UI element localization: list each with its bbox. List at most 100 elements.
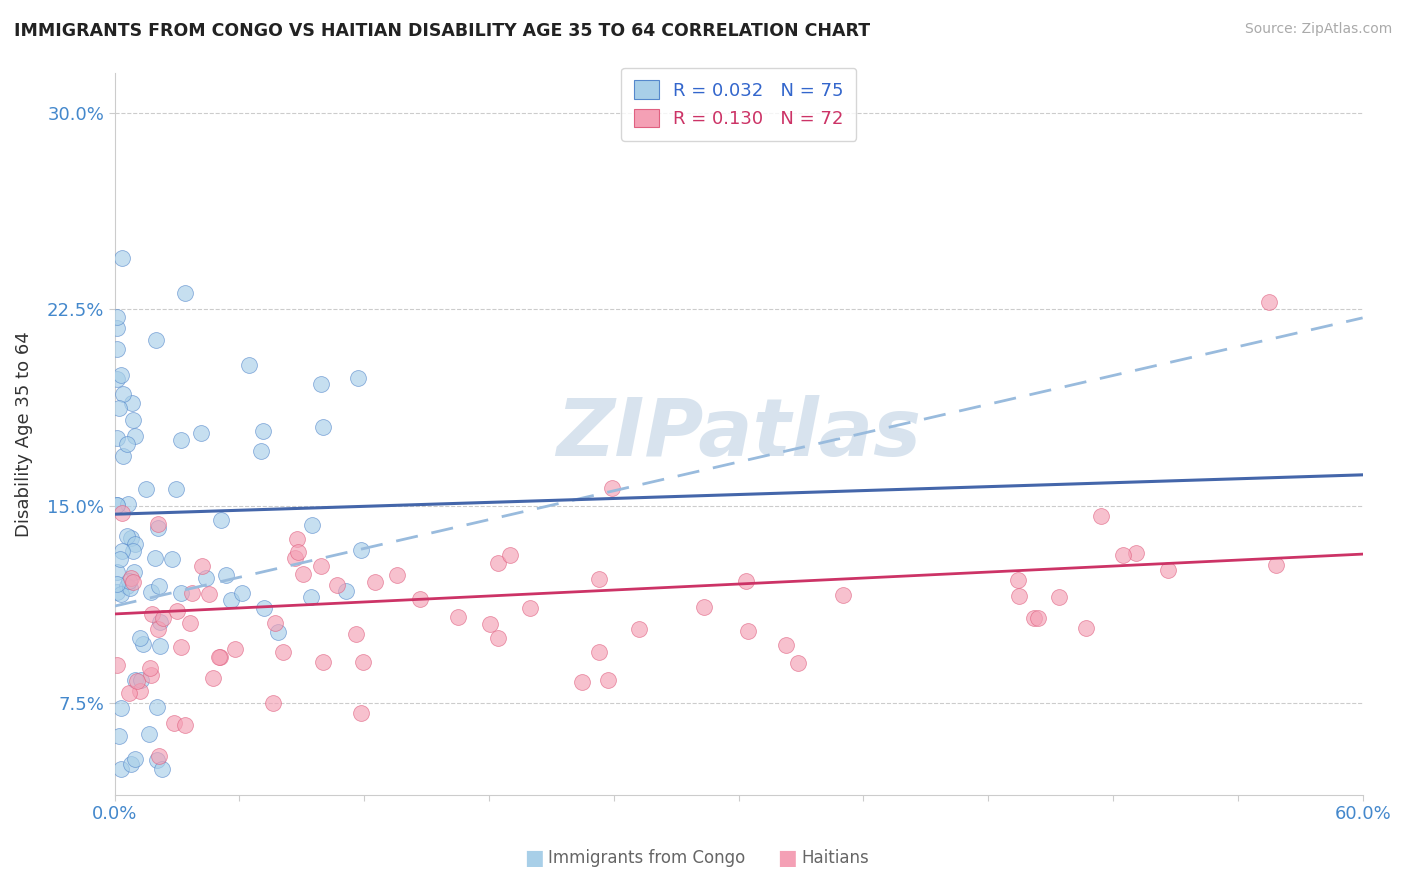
Point bbox=[735, 574, 758, 588]
Point bbox=[190, 425, 212, 440]
Text: Source: ZipAtlas.com: Source: ZipAtlas.com bbox=[1244, 22, 1392, 37]
Point bbox=[202, 671, 225, 685]
Point bbox=[120, 582, 142, 596]
Point bbox=[291, 566, 314, 581]
Point bbox=[627, 623, 650, 637]
Point bbox=[143, 551, 166, 566]
Point bbox=[264, 616, 287, 631]
Point bbox=[363, 575, 385, 590]
Point bbox=[335, 584, 357, 599]
Point bbox=[197, 587, 219, 601]
Point bbox=[149, 639, 172, 653]
Point bbox=[105, 343, 128, 357]
Point bbox=[519, 600, 541, 615]
Point bbox=[173, 717, 195, 731]
Point bbox=[121, 396, 143, 410]
Point bbox=[141, 585, 163, 599]
Point bbox=[105, 431, 128, 445]
Point bbox=[387, 568, 409, 582]
Point bbox=[105, 585, 128, 599]
Point bbox=[122, 565, 145, 579]
Point bbox=[1074, 621, 1097, 635]
Point bbox=[693, 600, 716, 615]
Point bbox=[115, 579, 138, 593]
Point bbox=[224, 641, 246, 656]
Point bbox=[262, 696, 284, 710]
Point bbox=[786, 657, 808, 671]
Point bbox=[179, 615, 201, 630]
Point bbox=[312, 655, 335, 669]
Point bbox=[165, 482, 187, 496]
Point bbox=[111, 506, 134, 520]
Point bbox=[105, 499, 128, 513]
Point bbox=[194, 571, 217, 585]
Point bbox=[122, 544, 145, 558]
Point bbox=[1026, 611, 1049, 625]
Point bbox=[124, 673, 146, 687]
Point bbox=[115, 529, 138, 543]
Point bbox=[148, 520, 170, 534]
Point bbox=[120, 756, 142, 771]
Point bbox=[150, 762, 173, 776]
Point bbox=[1258, 294, 1281, 309]
Point bbox=[120, 532, 142, 546]
Point bbox=[105, 577, 128, 591]
Point bbox=[124, 752, 146, 766]
Point bbox=[1112, 548, 1135, 562]
Point bbox=[209, 513, 232, 527]
Point bbox=[166, 604, 188, 618]
Point bbox=[219, 593, 242, 607]
Point bbox=[129, 673, 152, 687]
Point bbox=[149, 615, 172, 630]
Point bbox=[301, 517, 323, 532]
Point bbox=[112, 449, 135, 463]
Point bbox=[737, 624, 759, 639]
Point bbox=[350, 543, 373, 558]
Point bbox=[486, 631, 509, 645]
Point bbox=[173, 286, 195, 301]
Point bbox=[347, 371, 370, 385]
Point bbox=[170, 586, 193, 600]
Point bbox=[152, 611, 174, 625]
Point bbox=[105, 498, 128, 512]
Point bbox=[344, 627, 367, 641]
Point bbox=[110, 368, 132, 382]
Point bbox=[117, 497, 139, 511]
Point bbox=[105, 321, 128, 335]
Point bbox=[124, 537, 146, 551]
Point bbox=[311, 376, 333, 391]
Point bbox=[600, 481, 623, 495]
Point bbox=[105, 658, 128, 673]
Point bbox=[115, 437, 138, 451]
Point bbox=[122, 413, 145, 427]
Point bbox=[775, 638, 797, 652]
Point bbox=[284, 550, 307, 565]
Point bbox=[111, 544, 134, 558]
Point bbox=[447, 610, 470, 624]
Point bbox=[122, 574, 145, 589]
Point bbox=[135, 482, 157, 496]
Point bbox=[1024, 611, 1046, 625]
Point bbox=[250, 444, 273, 458]
Point bbox=[128, 684, 150, 698]
Point bbox=[596, 673, 619, 688]
Point bbox=[287, 532, 309, 546]
Point bbox=[1157, 563, 1180, 577]
Point bbox=[110, 762, 132, 776]
Point bbox=[146, 753, 169, 767]
Point bbox=[312, 420, 335, 434]
Point bbox=[145, 333, 167, 347]
Point bbox=[148, 579, 170, 593]
Point bbox=[127, 673, 149, 688]
Point bbox=[353, 655, 375, 669]
Point bbox=[139, 661, 162, 675]
Point bbox=[299, 590, 322, 604]
Point bbox=[148, 748, 170, 763]
Point bbox=[1007, 573, 1029, 587]
Point bbox=[832, 588, 855, 602]
Point bbox=[112, 386, 135, 401]
Point bbox=[238, 359, 260, 373]
Point bbox=[479, 617, 502, 632]
Point bbox=[105, 565, 128, 579]
Text: IMMIGRANTS FROM CONGO VS HAITIAN DISABILITY AGE 35 TO 64 CORRELATION CHART: IMMIGRANTS FROM CONGO VS HAITIAN DISABIL… bbox=[14, 22, 870, 40]
